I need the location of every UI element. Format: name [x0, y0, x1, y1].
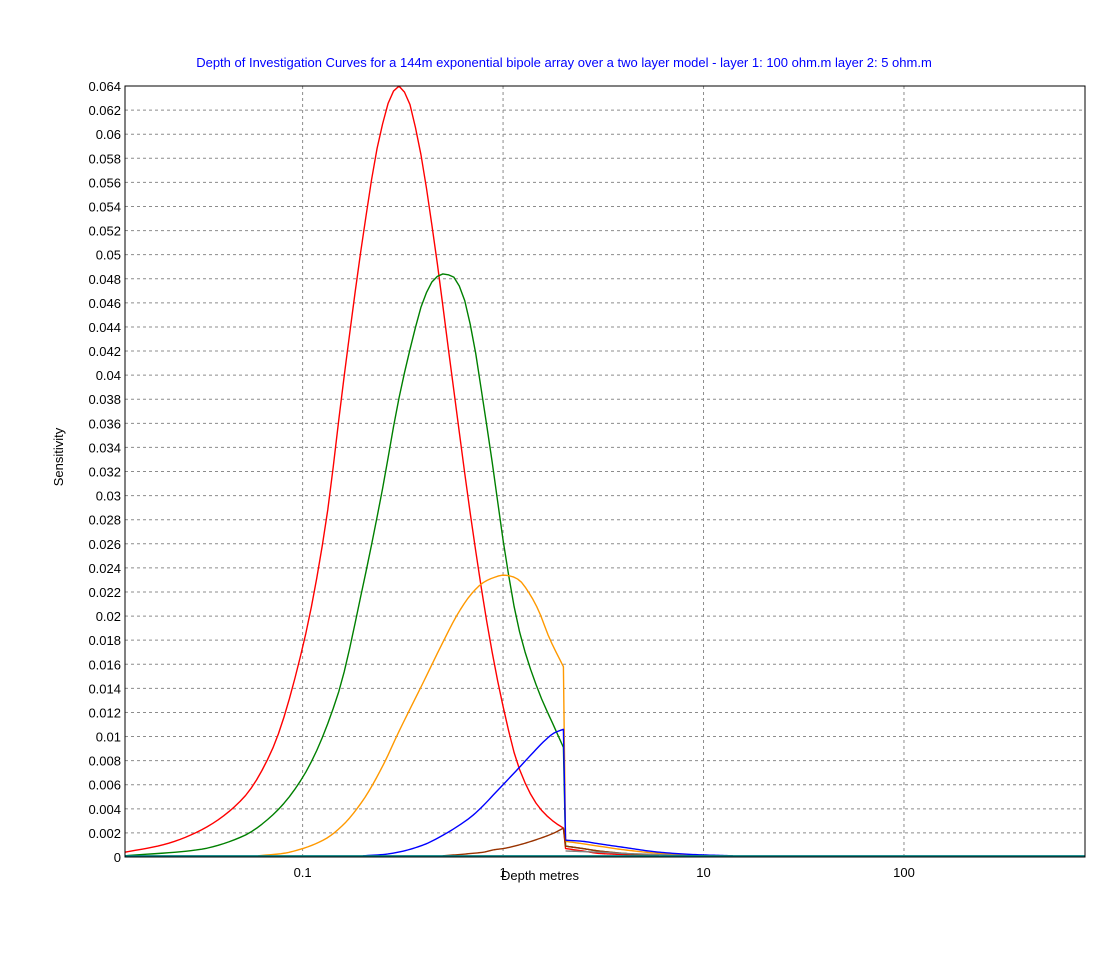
x-tick-label: 100: [893, 865, 915, 880]
y-tick-label: 0.008: [88, 754, 121, 769]
y-tick-label: 0.02: [96, 609, 121, 624]
series-group: [124, 85, 1085, 857]
x-axis-label: Depth metres: [501, 868, 580, 883]
y-tick-label: 0.01: [96, 730, 121, 745]
y-tick-label: 0.024: [88, 561, 121, 576]
y-tick-label: 0.002: [88, 826, 121, 841]
y-tick-labels: 0 0.002 0.004 0.006 0.008 0.01 0.012 0.014 0.016…: [88, 79, 121, 865]
y-tick-label: 0.034: [88, 440, 121, 455]
y-tick-label: 0.05: [96, 248, 121, 263]
y-tick-label: 0.064: [88, 79, 121, 94]
y-axis-label: Sensitivity: [51, 427, 66, 486]
y-tick-label: 0.022: [88, 585, 121, 600]
y-tick-label: 0.044: [88, 320, 121, 335]
series-line-4: [362, 728, 733, 857]
y-tick-label: 0.032: [88, 465, 121, 480]
x-tick-label: 10: [696, 865, 710, 880]
y-tick-label: 0.026: [88, 537, 121, 552]
y-tick-label: 0.054: [88, 199, 121, 214]
y-tick-label: 0.004: [88, 802, 121, 817]
y-tick-label: 0.056: [88, 175, 121, 190]
grid: [125, 86, 1085, 857]
plot-frame: [124, 85, 1086, 858]
y-tick-label: 0.012: [88, 705, 121, 720]
y-tick-label: 0.062: [88, 103, 121, 118]
y-tick-label: 0.028: [88, 513, 121, 528]
y-tick-label: 0.052: [88, 224, 121, 239]
x-tick-labels: 0.1 1 10 100: [294, 865, 915, 880]
y-tick-label: 0.046: [88, 296, 121, 311]
y-tick-label: 0.018: [88, 633, 121, 648]
x-tick-label: 1: [499, 865, 506, 880]
chart-title: Depth of Investigation Curves for a 144m…: [196, 55, 932, 70]
y-tick-label: 0.038: [88, 392, 121, 407]
y-tick-label: 0.058: [88, 151, 121, 166]
y-tick-label: 0.04: [96, 368, 121, 383]
y-tick-label: 0.042: [88, 344, 121, 359]
y-tick-label: 0: [114, 850, 121, 865]
y-tick-label: 0.016: [88, 657, 121, 672]
y-tick-label: 0.014: [88, 681, 121, 696]
y-tick-label: 0.006: [88, 778, 121, 793]
x-tick-label: 0.1: [294, 865, 312, 880]
y-tick-label: 0.036: [88, 416, 121, 431]
y-tick-label: 0.06: [96, 127, 121, 142]
y-tick-label: 0.048: [88, 272, 121, 287]
y-tick-label: 0.03: [96, 489, 121, 504]
